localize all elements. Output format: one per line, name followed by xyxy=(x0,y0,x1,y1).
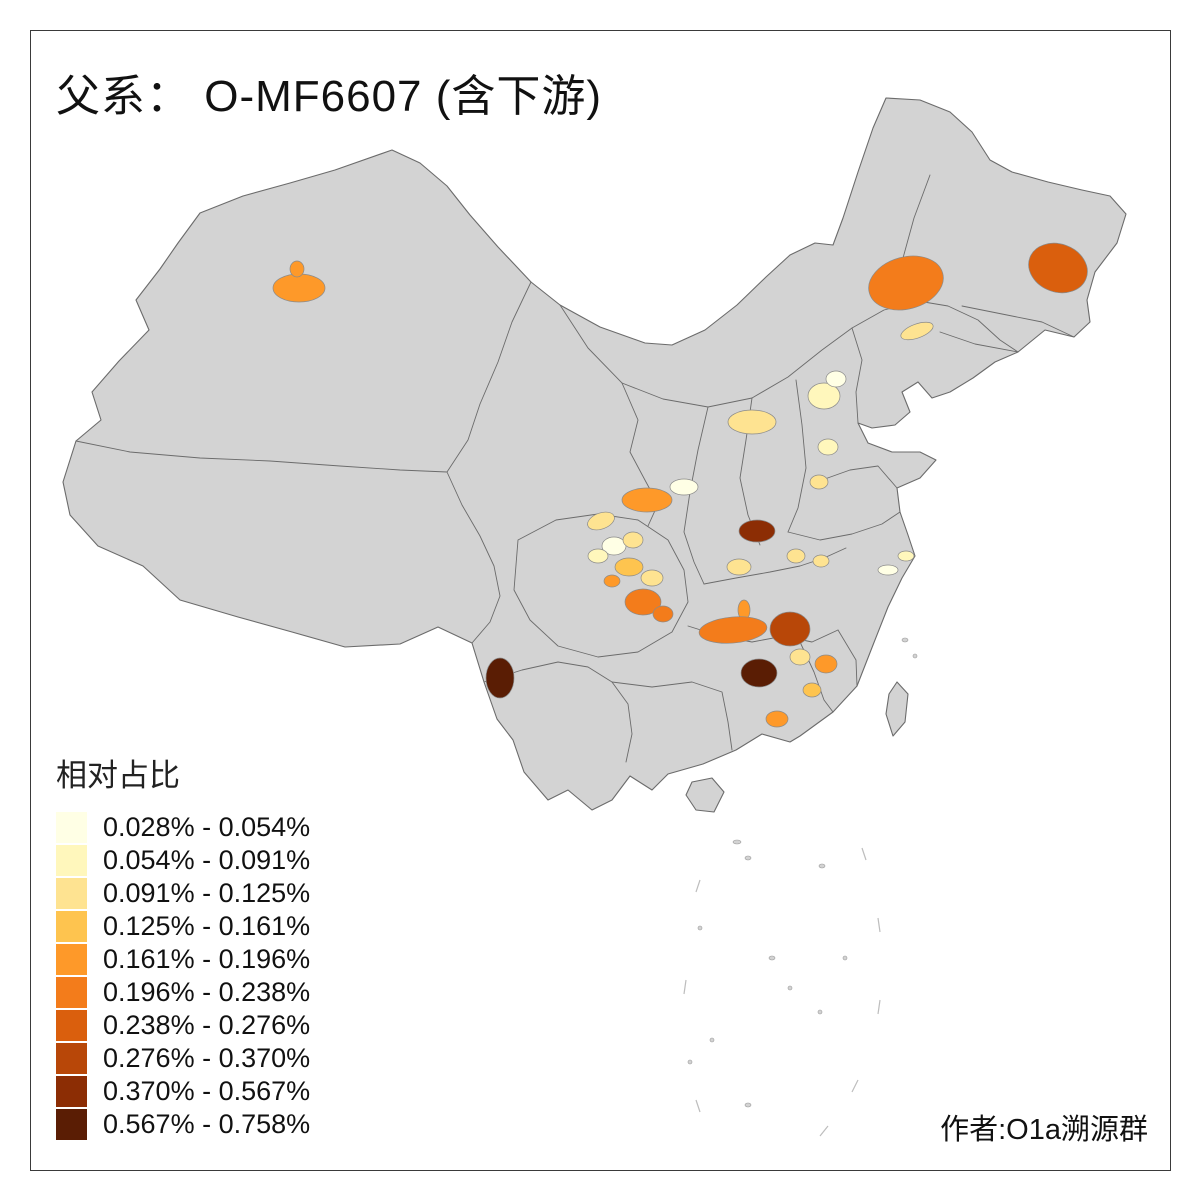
legend-swatch xyxy=(56,1010,87,1041)
map-region xyxy=(485,657,515,699)
map-region xyxy=(587,511,615,531)
legend-item: 0.091% - 0.125% xyxy=(56,877,310,910)
map-region xyxy=(897,550,915,562)
map-region xyxy=(738,519,776,543)
land-layer xyxy=(62,97,1127,813)
map-region xyxy=(726,558,752,576)
legend-swatch xyxy=(56,1043,87,1074)
map-region xyxy=(289,260,305,278)
map-region xyxy=(789,648,811,666)
map-region xyxy=(765,710,789,728)
legend-items: 0.028% - 0.054% 0.054% - 0.091% 0.091% - 0… xyxy=(56,811,310,1141)
legend-label: 0.028% - 0.054% xyxy=(103,812,311,842)
legend-item: 0.567% - 0.758% xyxy=(56,1108,310,1141)
attribution: 作者:O1a溯源群 xyxy=(940,1114,1148,1146)
legend-label: 0.091% - 0.125% xyxy=(103,878,311,908)
legend-item: 0.161% - 0.196% xyxy=(56,943,310,976)
map-region xyxy=(807,382,841,410)
map-region xyxy=(740,658,778,688)
small-islands xyxy=(683,637,918,1137)
map-region xyxy=(809,474,829,490)
map-region xyxy=(817,438,839,456)
page-title: 父系： O-MF6607 (含下游) xyxy=(56,72,603,121)
map-region xyxy=(624,588,662,616)
map-region xyxy=(698,616,768,644)
legend-swatch xyxy=(56,977,87,1008)
legend-label: 0.161% - 0.196% xyxy=(103,944,311,974)
legend-label: 0.276% - 0.370% xyxy=(103,1043,311,1073)
legend-swatch xyxy=(56,1076,87,1107)
map-region xyxy=(868,255,944,311)
map-region xyxy=(622,531,644,549)
map-region xyxy=(786,548,806,564)
legend-swatch xyxy=(56,878,87,909)
legend-label: 0.238% - 0.276% xyxy=(103,1010,311,1040)
legend-swatch xyxy=(56,1109,87,1140)
map-region xyxy=(769,611,811,647)
legend-swatch xyxy=(56,911,87,942)
map-region xyxy=(603,574,621,588)
legend-label: 0.567% - 0.758% xyxy=(103,1109,311,1139)
legend-item: 0.125% - 0.161% xyxy=(56,910,310,943)
map-region xyxy=(640,569,664,587)
map-region xyxy=(1028,242,1088,294)
map-region xyxy=(272,273,326,303)
legend-label: 0.125% - 0.161% xyxy=(103,911,311,941)
map-region xyxy=(802,682,822,698)
legend-title: 相对占比 xyxy=(56,758,180,793)
map-region xyxy=(900,321,934,341)
legend-label: 0.196% - 0.238% xyxy=(103,977,311,1007)
hainan-island xyxy=(685,777,725,813)
legend-item: 0.028% - 0.054% xyxy=(56,811,310,844)
map-region xyxy=(669,478,699,496)
legend-item: 0.276% - 0.370% xyxy=(56,1042,310,1075)
legend-swatch xyxy=(56,944,87,975)
legend-item: 0.196% - 0.238% xyxy=(56,976,310,1009)
mainland-outline xyxy=(62,97,1127,811)
map-region xyxy=(727,409,777,435)
legend: 相对占比 0.028% - 0.054% 0.054% - 0.091% 0.091… xyxy=(56,750,310,1141)
map-region xyxy=(614,557,644,577)
legend-item: 0.238% - 0.276% xyxy=(56,1009,310,1042)
choropleth-regions xyxy=(272,242,1088,728)
map-region xyxy=(825,370,847,388)
legend-item: 0.370% - 0.567% xyxy=(56,1075,310,1108)
legend-label: 0.054% - 0.091% xyxy=(103,845,311,875)
legend-item: 0.054% - 0.091% xyxy=(56,844,310,877)
taiwan-island xyxy=(885,681,909,737)
legend-swatch xyxy=(56,812,87,843)
map-region xyxy=(877,564,899,576)
map-region xyxy=(814,654,838,674)
legend-label: 0.370% - 0.567% xyxy=(103,1076,311,1106)
map-region xyxy=(587,548,609,564)
legend-swatch xyxy=(56,845,87,876)
map-region xyxy=(812,554,830,568)
map-region xyxy=(621,487,673,513)
map-region xyxy=(652,605,674,623)
